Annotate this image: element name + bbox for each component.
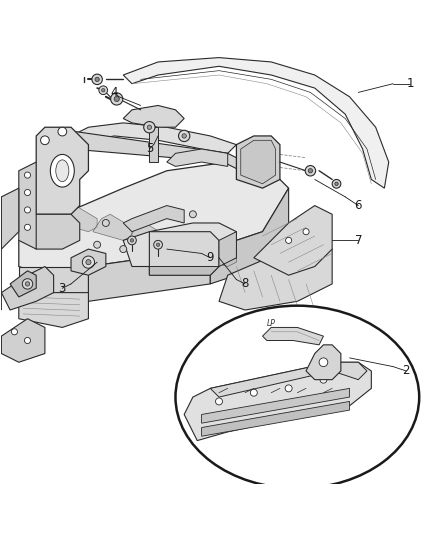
Circle shape <box>156 243 160 246</box>
Circle shape <box>111 93 123 105</box>
Polygon shape <box>1 319 45 362</box>
Polygon shape <box>210 188 289 284</box>
Polygon shape <box>254 206 332 275</box>
Polygon shape <box>123 206 184 232</box>
Polygon shape <box>19 162 289 275</box>
Polygon shape <box>123 106 184 127</box>
Circle shape <box>179 130 190 142</box>
Circle shape <box>95 77 99 82</box>
Circle shape <box>189 211 196 218</box>
Polygon shape <box>306 345 341 379</box>
Circle shape <box>154 240 162 249</box>
Circle shape <box>25 282 30 286</box>
Circle shape <box>22 279 33 289</box>
Polygon shape <box>0 249 1 310</box>
Polygon shape <box>184 362 371 441</box>
Polygon shape <box>71 249 106 275</box>
Circle shape <box>286 237 292 244</box>
Polygon shape <box>123 58 389 188</box>
Circle shape <box>144 122 155 133</box>
Polygon shape <box>36 127 88 214</box>
Circle shape <box>320 376 327 383</box>
Ellipse shape <box>176 305 419 488</box>
Text: LP: LP <box>267 319 276 328</box>
Circle shape <box>319 358 328 367</box>
Polygon shape <box>197 240 237 266</box>
Polygon shape <box>219 240 332 310</box>
Circle shape <box>182 134 186 138</box>
Polygon shape <box>210 362 367 397</box>
Polygon shape <box>19 266 88 301</box>
Circle shape <box>102 88 105 92</box>
Circle shape <box>114 96 119 102</box>
Polygon shape <box>93 214 132 240</box>
Polygon shape <box>201 401 350 436</box>
Circle shape <box>25 189 31 196</box>
Circle shape <box>215 398 223 405</box>
Ellipse shape <box>56 160 69 182</box>
Polygon shape <box>237 136 280 188</box>
Circle shape <box>25 172 31 178</box>
Polygon shape <box>10 271 36 297</box>
Text: 7: 7 <box>354 234 362 247</box>
Circle shape <box>102 220 110 227</box>
Polygon shape <box>19 293 88 327</box>
Text: 6: 6 <box>354 199 362 212</box>
Circle shape <box>11 329 18 335</box>
Circle shape <box>130 239 134 242</box>
Circle shape <box>41 136 49 144</box>
Polygon shape <box>149 232 219 275</box>
Circle shape <box>308 168 313 173</box>
Polygon shape <box>149 266 219 275</box>
Polygon shape <box>88 249 210 301</box>
Polygon shape <box>58 206 97 232</box>
Circle shape <box>94 241 101 248</box>
Text: 1: 1 <box>407 77 414 90</box>
Polygon shape <box>162 232 201 258</box>
Circle shape <box>99 86 108 94</box>
Circle shape <box>147 125 152 130</box>
Polygon shape <box>1 188 19 249</box>
Text: 9: 9 <box>207 251 214 264</box>
Polygon shape <box>71 132 245 171</box>
Polygon shape <box>167 149 228 166</box>
Polygon shape <box>1 266 53 310</box>
Text: 4: 4 <box>111 86 118 99</box>
Polygon shape <box>149 127 158 162</box>
Polygon shape <box>262 327 323 345</box>
Polygon shape <box>201 389 350 423</box>
Polygon shape <box>241 140 276 184</box>
Circle shape <box>285 385 292 392</box>
Circle shape <box>86 260 91 265</box>
Circle shape <box>305 166 316 176</box>
Text: 8: 8 <box>241 277 249 290</box>
Text: 5: 5 <box>146 142 153 156</box>
Circle shape <box>127 236 136 245</box>
Circle shape <box>25 207 31 213</box>
Polygon shape <box>127 223 167 249</box>
Polygon shape <box>36 214 80 249</box>
Polygon shape <box>219 232 237 266</box>
Text: 3: 3 <box>59 282 66 295</box>
Circle shape <box>58 127 67 136</box>
Polygon shape <box>62 123 237 154</box>
Circle shape <box>251 389 257 396</box>
Ellipse shape <box>50 155 74 187</box>
Circle shape <box>92 74 102 85</box>
Text: 2: 2 <box>403 365 410 377</box>
Circle shape <box>335 182 338 185</box>
Circle shape <box>120 246 127 253</box>
Polygon shape <box>123 223 237 266</box>
Circle shape <box>25 337 31 344</box>
Circle shape <box>303 229 309 235</box>
Circle shape <box>25 224 31 230</box>
Circle shape <box>82 256 95 268</box>
Polygon shape <box>19 162 45 249</box>
Circle shape <box>332 180 341 188</box>
